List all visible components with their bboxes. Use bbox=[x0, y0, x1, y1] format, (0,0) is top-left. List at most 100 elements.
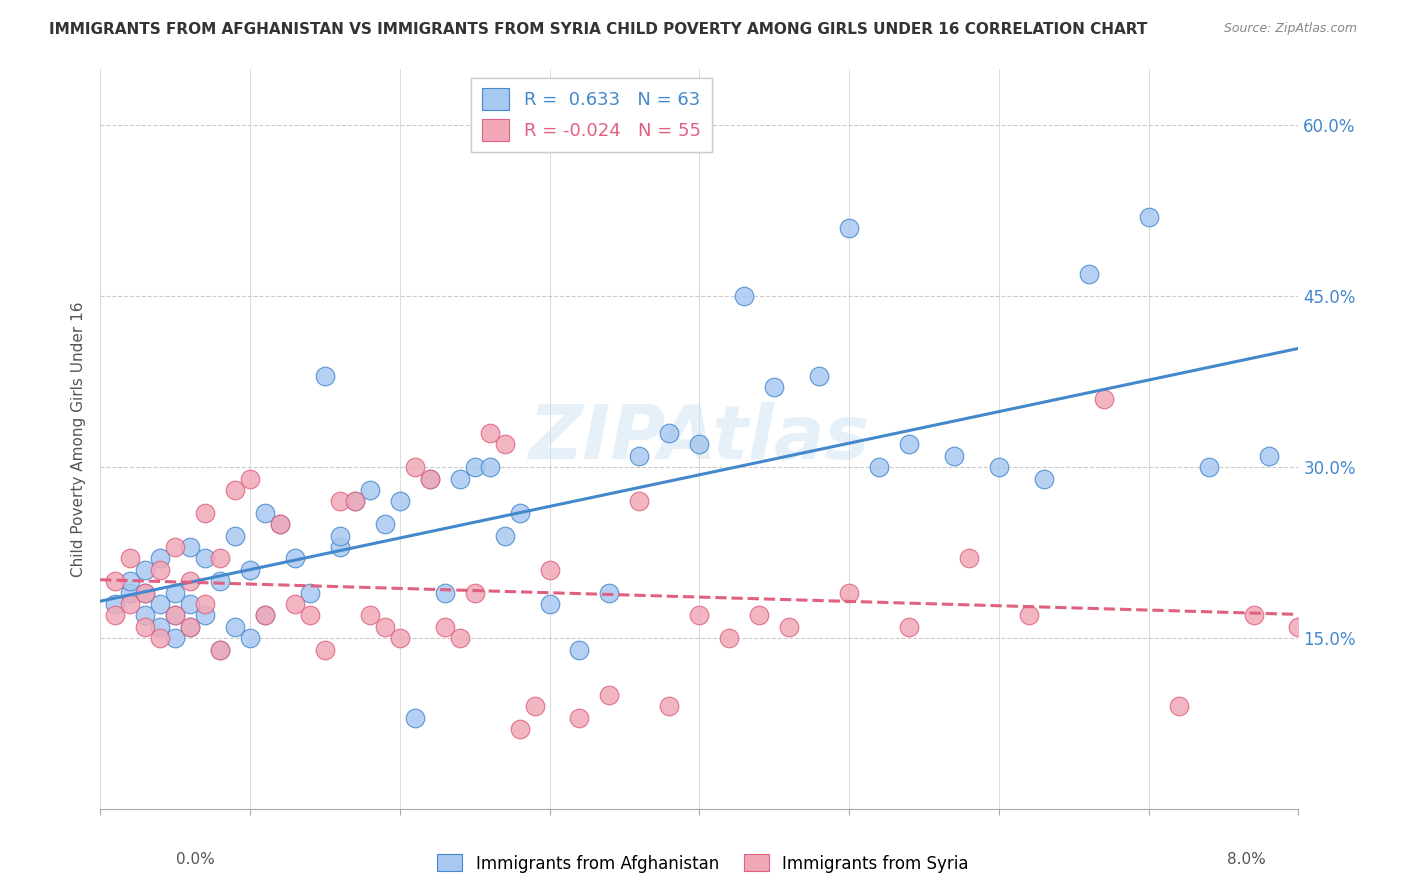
Point bbox=[838, 221, 860, 235]
Point bbox=[149, 597, 172, 611]
Point bbox=[433, 620, 456, 634]
Point bbox=[1077, 267, 1099, 281]
Point bbox=[778, 620, 800, 634]
Point bbox=[343, 494, 366, 508]
Point bbox=[688, 608, 710, 623]
Y-axis label: Child Poverty Among Girls Under 16: Child Poverty Among Girls Under 16 bbox=[72, 301, 86, 576]
Point bbox=[134, 608, 156, 623]
Point bbox=[253, 608, 276, 623]
Point bbox=[359, 483, 381, 497]
Point bbox=[134, 563, 156, 577]
Point bbox=[329, 528, 352, 542]
Point bbox=[208, 574, 231, 589]
Point bbox=[374, 620, 396, 634]
Point bbox=[314, 369, 336, 384]
Point bbox=[568, 642, 591, 657]
Point bbox=[208, 642, 231, 657]
Point bbox=[628, 449, 651, 463]
Point bbox=[120, 574, 142, 589]
Point bbox=[688, 437, 710, 451]
Point bbox=[1167, 699, 1189, 714]
Point bbox=[194, 551, 217, 566]
Point bbox=[449, 631, 471, 645]
Point bbox=[628, 494, 651, 508]
Point bbox=[987, 460, 1010, 475]
Point bbox=[359, 608, 381, 623]
Point bbox=[284, 597, 307, 611]
Point bbox=[898, 437, 921, 451]
Point bbox=[464, 460, 486, 475]
Point bbox=[253, 506, 276, 520]
Point bbox=[1317, 483, 1340, 497]
Point bbox=[658, 699, 681, 714]
Point bbox=[1092, 392, 1115, 406]
Point bbox=[808, 369, 831, 384]
Point bbox=[239, 472, 262, 486]
Point bbox=[163, 585, 186, 599]
Point bbox=[433, 585, 456, 599]
Point bbox=[1288, 620, 1310, 634]
Point bbox=[419, 472, 441, 486]
Point bbox=[120, 597, 142, 611]
Point bbox=[134, 620, 156, 634]
Point bbox=[942, 449, 965, 463]
Point bbox=[404, 460, 426, 475]
Point bbox=[509, 723, 531, 737]
Point bbox=[1137, 210, 1160, 224]
Point bbox=[163, 631, 186, 645]
Point bbox=[224, 528, 246, 542]
Point bbox=[134, 585, 156, 599]
Point bbox=[163, 608, 186, 623]
Point bbox=[658, 426, 681, 441]
Point bbox=[538, 597, 561, 611]
Point bbox=[104, 597, 127, 611]
Point bbox=[163, 608, 186, 623]
Point bbox=[269, 517, 291, 532]
Point bbox=[1198, 460, 1220, 475]
Point bbox=[179, 597, 201, 611]
Point bbox=[494, 437, 516, 451]
Point bbox=[449, 472, 471, 486]
Point bbox=[478, 426, 501, 441]
Point bbox=[598, 585, 620, 599]
Point bbox=[208, 642, 231, 657]
Point bbox=[598, 688, 620, 702]
Point bbox=[224, 620, 246, 634]
Point bbox=[314, 642, 336, 657]
Point bbox=[163, 540, 186, 554]
Point bbox=[419, 472, 441, 486]
Point bbox=[568, 711, 591, 725]
Point bbox=[179, 540, 201, 554]
Point bbox=[329, 494, 352, 508]
Point bbox=[838, 585, 860, 599]
Point bbox=[1347, 608, 1369, 623]
Point bbox=[104, 574, 127, 589]
Legend: R =  0.633   N = 63, R = -0.024   N = 55: R = 0.633 N = 63, R = -0.024 N = 55 bbox=[471, 78, 711, 153]
Point bbox=[464, 585, 486, 599]
Point bbox=[269, 517, 291, 532]
Point bbox=[284, 551, 307, 566]
Point bbox=[748, 608, 770, 623]
Point bbox=[253, 608, 276, 623]
Text: Source: ZipAtlas.com: Source: ZipAtlas.com bbox=[1223, 22, 1357, 36]
Point bbox=[868, 460, 890, 475]
Point bbox=[120, 585, 142, 599]
Point bbox=[404, 711, 426, 725]
Point bbox=[523, 699, 546, 714]
Point bbox=[149, 551, 172, 566]
Point bbox=[104, 608, 127, 623]
Point bbox=[374, 517, 396, 532]
Point bbox=[388, 631, 411, 645]
Point bbox=[733, 289, 755, 303]
Point bbox=[509, 506, 531, 520]
Point bbox=[149, 563, 172, 577]
Text: IMMIGRANTS FROM AFGHANISTAN VS IMMIGRANTS FROM SYRIA CHILD POVERTY AMONG GIRLS U: IMMIGRANTS FROM AFGHANISTAN VS IMMIGRANT… bbox=[49, 22, 1147, 37]
Point bbox=[343, 494, 366, 508]
Point bbox=[494, 528, 516, 542]
Legend: Immigrants from Afghanistan, Immigrants from Syria: Immigrants from Afghanistan, Immigrants … bbox=[430, 847, 976, 880]
Point bbox=[179, 574, 201, 589]
Point bbox=[298, 608, 321, 623]
Point bbox=[538, 563, 561, 577]
Text: 8.0%: 8.0% bbox=[1226, 852, 1265, 867]
Point bbox=[149, 620, 172, 634]
